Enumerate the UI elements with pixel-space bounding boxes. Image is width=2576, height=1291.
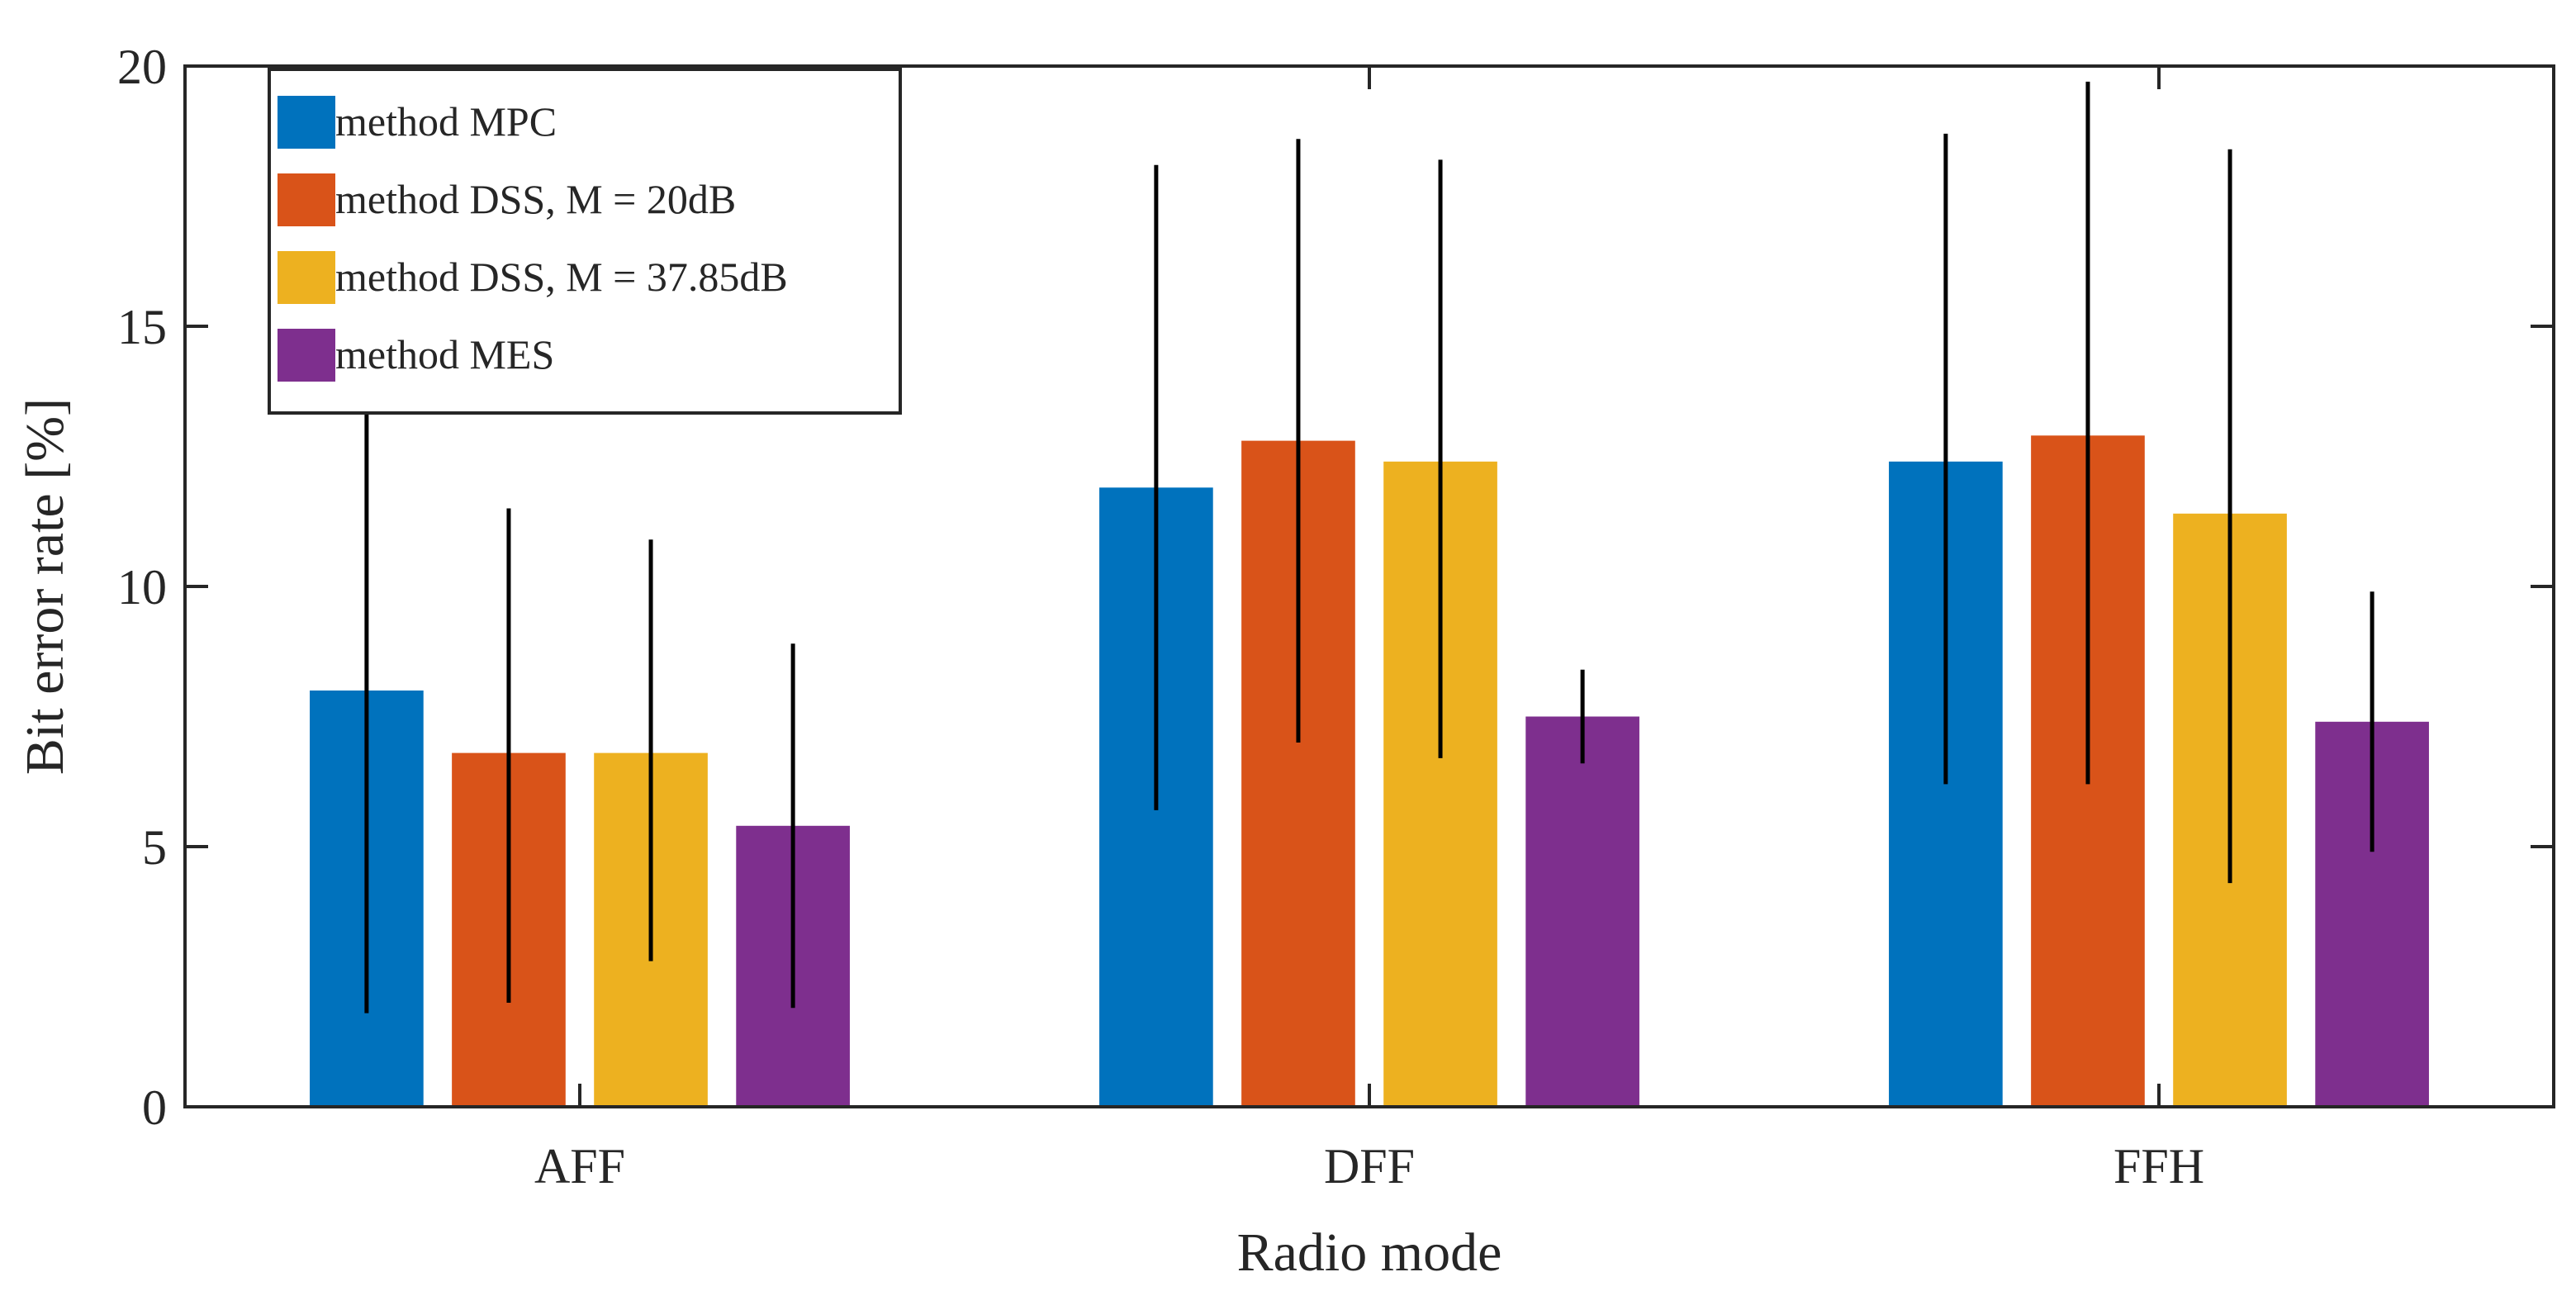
legend-label: method DSS, M = 37.85dB <box>335 254 788 300</box>
legend-swatch <box>278 173 335 226</box>
x-tick-label: FFH <box>2113 1139 2204 1194</box>
x-axis-label: Radio mode <box>1237 1222 1502 1283</box>
y-tick-label: 5 <box>142 820 167 875</box>
legend-box <box>268 68 902 415</box>
y-tick-label: 15 <box>117 300 167 354</box>
legend-swatch <box>278 251 335 304</box>
y-tick-label: 20 <box>117 40 167 94</box>
legend-swatch <box>278 329 335 382</box>
ticks-layer: AFF DFF FFH 0 5 10 15 20 <box>117 40 2554 1194</box>
y-tick-label: 10 <box>117 560 167 615</box>
y-tick-label: 0 <box>142 1080 167 1135</box>
legend-swatch <box>278 96 335 149</box>
error-bars-layer <box>364 81 2374 1013</box>
bars-layer <box>310 435 2429 1107</box>
legend: method MPC method DSS, M = 20dB method DSS… <box>268 68 902 415</box>
legend-label: method DSS, M = 20dB <box>335 176 736 222</box>
legend-label: method MPC <box>335 98 557 145</box>
y-axis-label: Bit error rate [%] <box>15 398 75 775</box>
bar-dff-series-4 <box>1525 716 1639 1107</box>
legend-label: method MES <box>335 331 554 377</box>
x-tick-label: AFF <box>534 1139 625 1194</box>
x-tick-label: DFF <box>1324 1139 1415 1194</box>
